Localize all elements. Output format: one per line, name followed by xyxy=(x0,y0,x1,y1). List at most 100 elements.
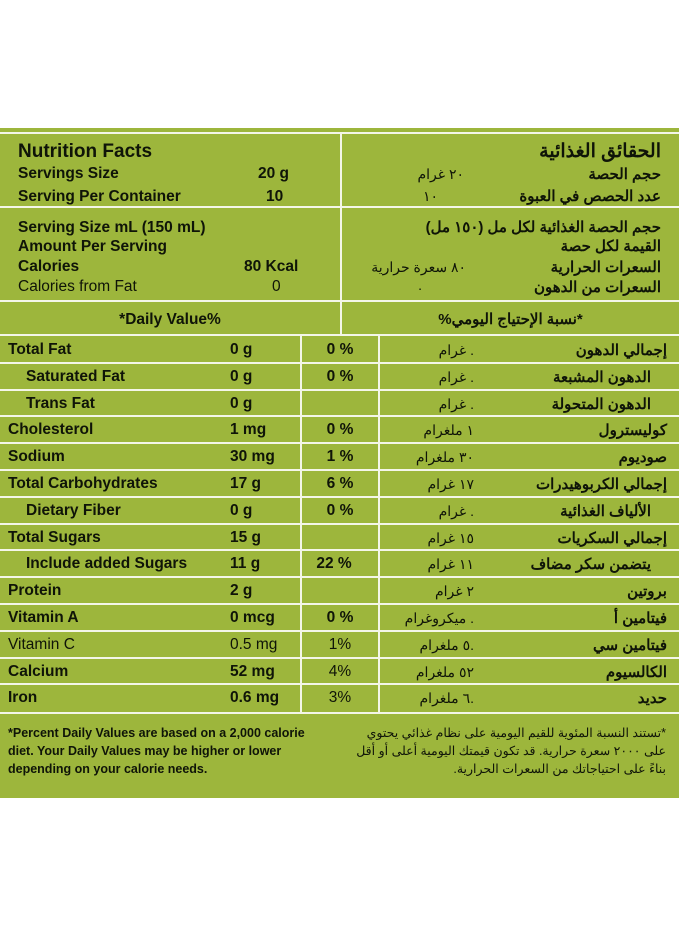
calories-from-fat-label: Calories from Fat xyxy=(18,278,137,295)
nutrient-name: Total Carbohydrates xyxy=(8,475,158,492)
nutrient-amount-ar: .٥ ملغرام xyxy=(419,636,474,653)
nutrient-amount: 0 g xyxy=(230,341,253,358)
nutrient-amount: 0 g xyxy=(230,367,253,385)
nutrient-amount: 0.5 mg xyxy=(230,635,278,653)
nutrient-name-ar: الدهون المتحولة xyxy=(551,395,651,413)
nutrient-name: Vitamin A xyxy=(8,609,79,626)
serving-size-ml-label-ar: حجم الحصة الغذائية لكل مل (١٥٠ مل) xyxy=(425,219,661,236)
nutrient-amount: 0 mcg xyxy=(230,609,275,626)
nutrient-amount-ar: . غرام xyxy=(438,502,474,519)
nutrient-name: Calcium xyxy=(8,662,69,680)
nutrient-name: Total Fat xyxy=(8,341,72,358)
nutrient-name-ar: الدهون المشبعة xyxy=(552,368,651,386)
nutrient-amount-ar: ١١ غرام xyxy=(427,556,474,573)
nutrient-daily-value: 0 % xyxy=(326,609,354,626)
nutrient-name: Total Sugars xyxy=(8,528,101,546)
nutrient-amount: 2 g xyxy=(230,582,253,600)
nutrient-daily-value: 4% xyxy=(328,662,352,680)
servings-size-value-ar: ٢٠ غرام xyxy=(417,166,464,182)
nutrient-amount: 30 mg xyxy=(230,448,275,466)
calories-label: Calories xyxy=(18,258,80,275)
nutrient-name-ar: إجمالي الكربوهيدرات xyxy=(536,476,667,493)
footnote-en: *Percent Daily Values are based on a 2,0… xyxy=(8,726,305,776)
nutrient-amount-ar: . غرام xyxy=(438,395,474,412)
nutrient-daily-value: 6 % xyxy=(326,475,354,492)
nutrient-name: Include added Sugars xyxy=(26,555,188,573)
row-divider xyxy=(0,469,679,471)
amount-per-serving-label-ar: القيمة لكل حصة xyxy=(560,238,661,255)
nutrient-amount: 15 g xyxy=(230,528,262,546)
serving-per-container-value-ar: ١٠ xyxy=(422,188,438,204)
nutrient-daily-value: 3% xyxy=(328,689,352,707)
row-divider xyxy=(0,576,679,579)
nutrient-name-ar: الكالسيوم xyxy=(605,663,667,681)
row-divider xyxy=(0,683,679,686)
row-divider xyxy=(0,656,679,659)
nutrient-amount-ar: ١ ملغرام xyxy=(423,422,474,439)
nutrient-amount: 0.6 mg xyxy=(230,689,280,707)
calories-from-fat-value: 0 xyxy=(272,278,281,295)
nutrient-name: Vitamin C xyxy=(8,635,75,653)
row-divider xyxy=(0,415,679,418)
row-divider xyxy=(0,549,679,552)
nutrient-daily-value: 22 % xyxy=(316,555,352,573)
nutrient-name: Cholesterol xyxy=(8,421,94,439)
serving-per-container-label-ar: عدد الحصص في العبوة xyxy=(519,188,661,205)
row-divider xyxy=(0,442,679,445)
nutrient-amount: 11 g xyxy=(230,555,261,573)
nutrient-amount-ar: .٦ ملغرام xyxy=(419,690,474,707)
calories-value-ar: ٨٠ سعرة حرارية xyxy=(371,259,466,275)
nutrient-daily-value: 0 % xyxy=(326,501,354,519)
nutrient-name-ar: فيتامين سي xyxy=(592,636,667,654)
nutrient-name-ar: إجمالي الدهون xyxy=(575,342,667,359)
amount-per-serving-label: Amount Per Serving xyxy=(18,238,167,255)
nutrient-amount: 0 g xyxy=(230,501,253,519)
calories-from-fat-label-ar: السعرات من الدهون xyxy=(534,279,661,296)
daily-value-header-ar: *نسبة الإحتياج اليومي% xyxy=(438,311,583,328)
nutrient-name-ar: حديد xyxy=(637,690,667,708)
divider xyxy=(0,300,679,302)
nutrient-amount: 52 mg xyxy=(230,662,275,680)
nutrient-name-ar: بروتين xyxy=(627,583,667,601)
title-en: Nutrition Facts xyxy=(18,141,153,162)
servings-size-label-ar: حجم الحصة xyxy=(588,166,661,183)
nutrient-name-ar: صوديوم xyxy=(618,449,667,467)
servings-size-value: 20 g xyxy=(258,165,290,182)
nutrient-amount-ar: ٣٠ ملغرام xyxy=(415,449,474,466)
divider xyxy=(0,334,679,336)
footnote-ar: *تستند النسبة المئوية للقيم اليومية على … xyxy=(356,726,666,776)
nutrient-name-ar: إجمالي السكريات xyxy=(557,529,667,547)
nutrient-amount-ar: ٢ غرام xyxy=(434,583,474,600)
row-divider xyxy=(0,629,679,632)
nutrient-daily-value: 0 % xyxy=(326,341,354,358)
nutrient-daily-value: 0 % xyxy=(326,367,354,385)
nutrition-panel: Nutrition Facts الحقائق الغذائية Serving… xyxy=(0,128,679,798)
row-divider xyxy=(0,361,679,364)
nutrient-name-ar: الألياف الغذائية xyxy=(560,502,651,520)
row-divider xyxy=(0,522,679,525)
divider xyxy=(0,712,679,714)
serving-per-container-value: 10 xyxy=(266,188,284,205)
nutrient-amount-ar: . غرام xyxy=(438,368,474,385)
title-ar: الحقائق الغذائية xyxy=(539,141,661,162)
nutrient-name: Trans Fat xyxy=(26,394,95,412)
servings-size-label: Servings Size xyxy=(18,165,119,182)
calories-label-ar: السعرات الحرارية xyxy=(550,259,661,276)
nutrient-daily-value: 1 % xyxy=(326,448,354,466)
nutrient-amount: 0 g xyxy=(230,394,253,412)
nutrient-daily-value: 1% xyxy=(328,635,352,653)
nutrient-name: Dietary Fiber xyxy=(26,501,121,519)
nutrient-name-ar: فيتامين أ xyxy=(613,610,667,627)
nutrient-name: Saturated Fat xyxy=(26,367,126,385)
nutrient-name-ar: كوليسترول xyxy=(598,422,667,440)
nutrient-name: Sodium xyxy=(8,448,65,466)
divider xyxy=(340,300,342,336)
nutrient-name-ar: يتضمن سكر مضاف xyxy=(530,556,651,574)
nutrient-amount: 17 g xyxy=(230,475,262,492)
nutrient-amount-ar: ١٧ غرام xyxy=(427,476,474,492)
serving-size-ml-label: Serving Size mL (150 mL) xyxy=(18,219,206,236)
nutrient-name: Protein xyxy=(8,582,62,600)
divider xyxy=(0,206,679,208)
nutrient-amount: 1 mg xyxy=(230,421,267,439)
divider xyxy=(0,132,679,134)
